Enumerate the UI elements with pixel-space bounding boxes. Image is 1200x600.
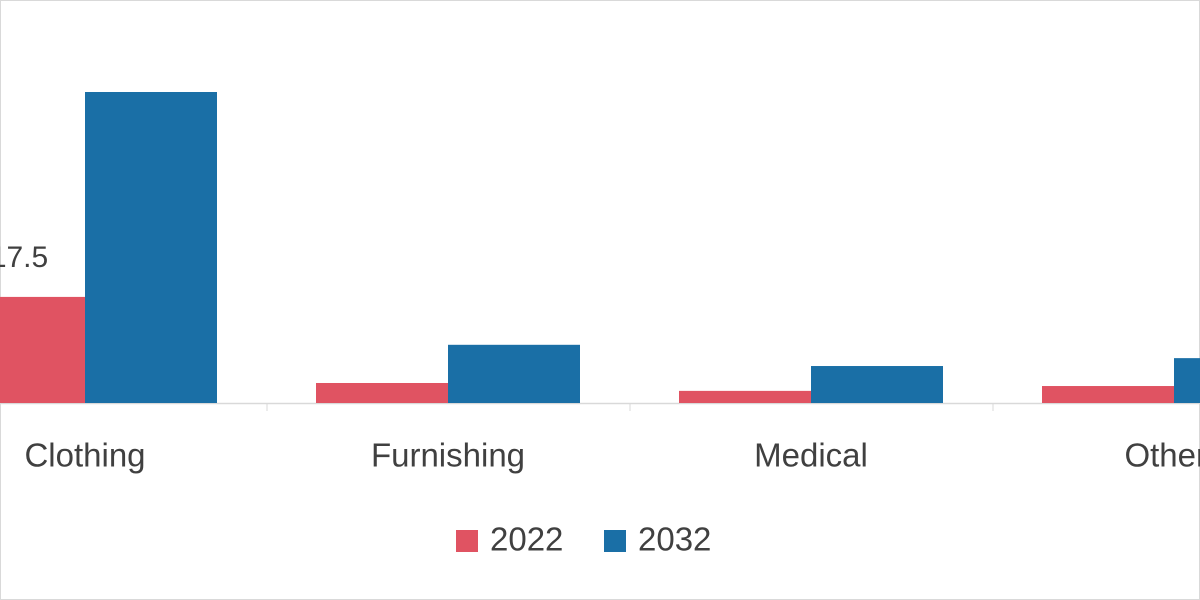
legend-swatch — [456, 530, 478, 552]
x-tick-label: Others — [1124, 437, 1200, 474]
legend-swatch — [604, 530, 626, 552]
bar — [679, 390, 811, 403]
bar — [448, 344, 580, 403]
bar — [316, 382, 448, 403]
bar — [811, 366, 943, 403]
data-label: 17.5 — [0, 241, 48, 274]
x-tick-label: Medical — [754, 437, 868, 474]
x-tick-label: Clothing — [24, 437, 145, 474]
bar — [0, 296, 85, 403]
bar — [85, 92, 217, 403]
x-tick-label: Furnishing — [371, 437, 525, 474]
bar — [1174, 358, 1200, 403]
legend-label: 2022 — [490, 521, 563, 558]
bar — [1042, 386, 1174, 403]
legend-label: 2032 — [638, 521, 711, 558]
